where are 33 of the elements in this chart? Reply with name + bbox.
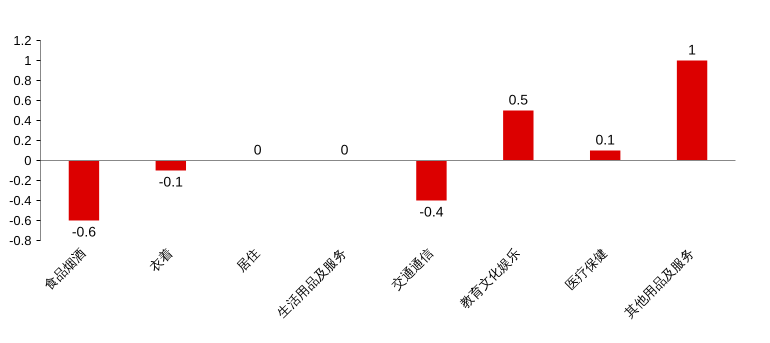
y-tick-label: 0 (24, 153, 32, 168)
x-tick-label: 衣着 (146, 245, 176, 276)
x-tick-label: 食品烟酒 (42, 246, 90, 294)
x-tick-label: 医疗保健 (563, 246, 610, 294)
y-tick-label: 0.4 (13, 113, 32, 128)
bar (68, 160, 100, 220)
y-tick-label: -0.8 (9, 233, 32, 248)
data-label: 0.5 (508, 92, 528, 108)
bar (416, 160, 447, 200)
y-tick-label: -0.6 (9, 213, 32, 228)
data-label: 0.1 (595, 132, 616, 148)
data-label: -0.4 (419, 204, 444, 220)
data-label: -0.6 (72, 224, 96, 240)
data-label: 0 (254, 142, 262, 158)
bar (590, 150, 620, 160)
y-tick-label: 0.2 (13, 133, 32, 148)
x-tick-label: 教育文化娱乐 (457, 245, 524, 312)
data-label: 0 (340, 142, 349, 158)
data-label: 1 (688, 42, 696, 58)
y-tick-label: -0.2 (9, 173, 32, 188)
bar (676, 60, 708, 160)
y-tick-label: 0.8 (13, 73, 32, 88)
bar (156, 160, 186, 170)
y-tick-label: 1.2 (13, 33, 32, 48)
data-label: -0.1 (158, 174, 184, 190)
x-tick-label: 交通通信 (388, 245, 437, 294)
bar (503, 110, 534, 160)
x-tick-label: 居住 (234, 246, 263, 276)
x-tick-label: 其他用品及服务 (622, 246, 698, 322)
y-tick-label: 1 (24, 53, 32, 68)
y-tick-label: 0.6 (13, 93, 32, 108)
y-tick-label: -0.4 (9, 193, 32, 208)
x-tick-label: 生活用品及服务 (274, 246, 350, 322)
